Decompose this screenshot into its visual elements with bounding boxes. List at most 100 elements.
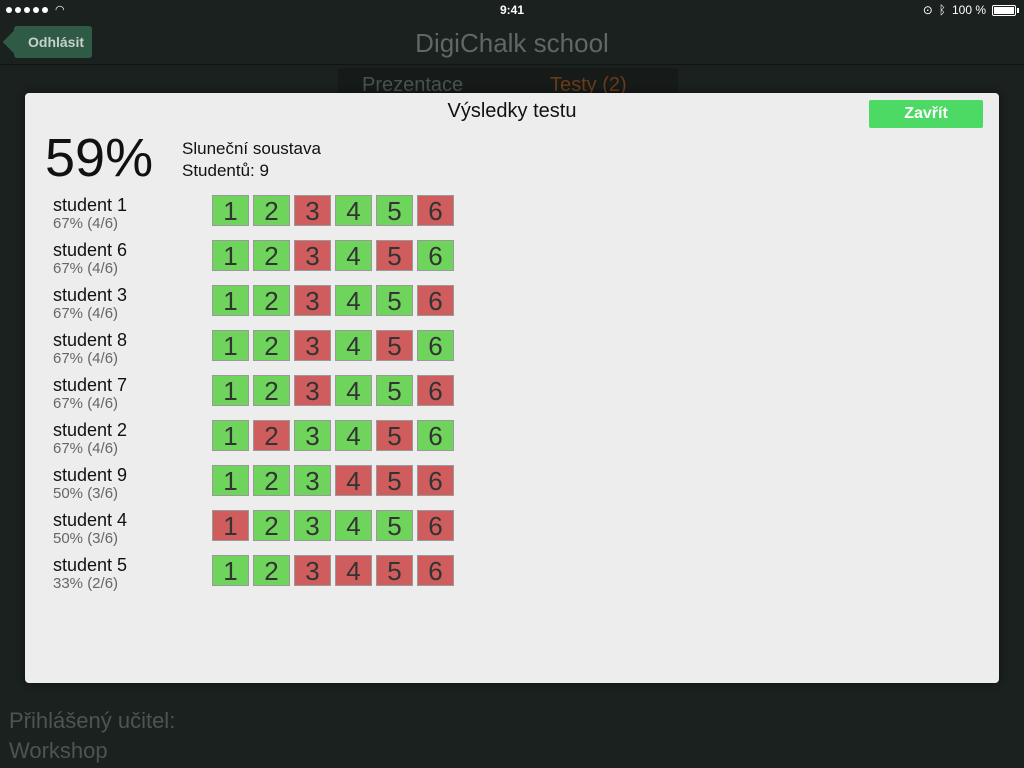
answer-incorrect[interactable]: 5 (376, 330, 413, 361)
answer-incorrect[interactable]: 5 (376, 420, 413, 451)
student-name: student 4 (53, 510, 128, 530)
answer-correct[interactable]: 4 (335, 285, 372, 316)
bluetooth-icon: ᛒ (938, 3, 946, 17)
answer-correct[interactable]: 2 (253, 555, 290, 586)
answer-incorrect[interactable]: 3 (294, 555, 331, 586)
answer-correct[interactable]: 5 (376, 510, 413, 541)
answer-correct[interactable]: 1 (212, 195, 249, 226)
student-results-list: student 1 67% (4/6) 1 2 3 4 5 6 student 6 67% (4/… (53, 195, 473, 600)
tab-tests[interactable]: Testy (2) (550, 74, 627, 96)
logout-button[interactable]: Odhlásit (14, 26, 93, 58)
answer-correct[interactable]: 2 (253, 240, 290, 271)
student-name: student 9 (53, 465, 128, 485)
answer-incorrect[interactable]: 4 (335, 555, 372, 586)
answer-incorrect[interactable]: 3 (294, 330, 331, 361)
test-name: Sluneční soustava (182, 139, 321, 158)
answer-incorrect[interactable]: 6 (417, 195, 454, 226)
answer-correct[interactable]: 2 (253, 375, 290, 406)
answer-correct[interactable]: 4 (335, 330, 372, 361)
student-name: student 7 (53, 375, 128, 395)
student-score: 33% (2/6) (53, 575, 119, 592)
app-title: DigiChalk school (415, 28, 609, 58)
answer-correct[interactable]: 1 (212, 420, 249, 451)
answer-incorrect[interactable]: 3 (294, 375, 331, 406)
student-row: student 5 33% (2/6) 1 2 3 4 5 6 (53, 555, 473, 600)
student-score: 67% (4/6) (53, 260, 119, 277)
student-row: student 8 67% (4/6) 1 2 3 4 5 6 (53, 330, 473, 375)
tab-presentations[interactable]: Prezentace (362, 74, 464, 96)
answer-correct[interactable]: 4 (335, 420, 372, 451)
student-score: 50% (3/6) (53, 485, 119, 502)
answer-correct[interactable]: 6 (417, 420, 454, 451)
student-score: 67% (4/6) (53, 350, 119, 367)
answer-correct[interactable]: 3 (294, 420, 331, 451)
answer-correct[interactable]: 1 (212, 465, 249, 496)
answer-correct[interactable]: 4 (335, 240, 372, 271)
answer-correct[interactable]: 2 (253, 510, 290, 541)
answer-correct[interactable]: 3 (294, 465, 331, 496)
wifi-icon: ◠ (55, 4, 65, 16)
student-row: student 6 67% (4/6) 1 2 3 4 5 6 (53, 240, 473, 285)
answer-correct[interactable]: 4 (335, 375, 372, 406)
answer-incorrect[interactable]: 3 (294, 240, 331, 271)
answer-incorrect[interactable]: 6 (417, 555, 454, 586)
answer-incorrect[interactable]: 4 (335, 465, 372, 496)
answer-incorrect[interactable]: 1 (212, 510, 249, 541)
answer-incorrect[interactable]: 5 (376, 555, 413, 586)
battery-icon (992, 4, 1019, 16)
divider (0, 64, 1024, 65)
answer-correct[interactable]: 1 (212, 285, 249, 316)
dialog-title: Výsledky testu (447, 100, 577, 122)
student-name: student 1 (53, 195, 128, 215)
student-score: 67% (4/6) (53, 395, 119, 412)
answer-correct[interactable]: 4 (335, 195, 372, 226)
student-name: student 6 (53, 240, 128, 260)
student-score: 50% (3/6) (53, 530, 119, 547)
answer-correct[interactable]: 1 (212, 375, 249, 406)
answer-correct[interactable]: 2 (253, 195, 290, 226)
student-score: 67% (4/6) (53, 215, 119, 232)
student-count: Studentů: 9 (182, 161, 269, 180)
close-button[interactable]: Zavřít (869, 100, 983, 128)
answer-correct[interactable]: 2 (253, 330, 290, 361)
answer-correct[interactable]: 3 (294, 510, 331, 541)
answer-correct[interactable]: 6 (417, 330, 454, 361)
answer-correct[interactable]: 1 (212, 555, 249, 586)
answer-incorrect[interactable]: 3 (294, 195, 331, 226)
student-name: student 3 (53, 285, 128, 305)
battery-percent: 100 % (951, 3, 986, 17)
answer-incorrect[interactable]: 6 (417, 465, 454, 496)
answer-incorrect[interactable]: 6 (417, 285, 454, 316)
answer-incorrect[interactable]: 5 (376, 240, 413, 271)
answer-incorrect[interactable]: 6 (417, 510, 454, 541)
answer-correct[interactable]: 4 (335, 510, 372, 541)
answer-correct[interactable]: 1 (212, 240, 249, 271)
student-name: student 5 (53, 555, 128, 575)
student-row: student 7 67% (4/6) 1 2 3 4 5 6 (53, 375, 473, 420)
answer-correct[interactable]: 5 (376, 195, 413, 226)
logged-in-teacher: Přihlášený učitel: Workshop (9, 706, 175, 766)
answer-correct[interactable]: 5 (376, 375, 413, 406)
answer-incorrect[interactable]: 5 (376, 465, 413, 496)
answer-correct[interactable]: 6 (417, 240, 454, 271)
answer-correct[interactable]: 1 (212, 330, 249, 361)
answer-correct[interactable]: 2 (253, 465, 290, 496)
answer-correct[interactable]: 2 (253, 285, 290, 316)
answer-incorrect[interactable]: 3 (294, 285, 331, 316)
teacher-name: Workshop (9, 738, 108, 763)
answer-incorrect[interactable]: 6 (417, 375, 454, 406)
answer-incorrect[interactable]: 2 (253, 420, 290, 451)
test-results-dialog: Výsledky testu Zavřít 59% Sluneční soust… (25, 93, 999, 683)
student-name: student 8 (53, 330, 128, 350)
overall-score: 59% (45, 128, 154, 188)
student-row: student 2 67% (4/6) 1 2 3 4 5 6 (53, 420, 473, 465)
answer-correct[interactable]: 5 (376, 285, 413, 316)
